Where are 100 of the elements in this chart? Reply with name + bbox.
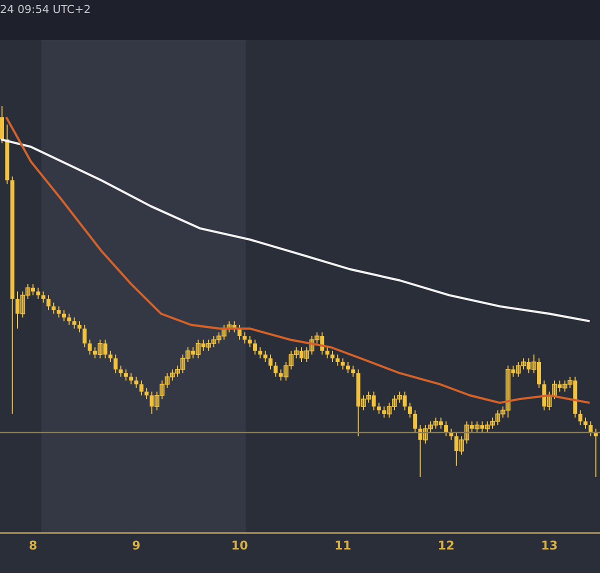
candlestick — [382, 406, 386, 418]
candlestick — [392, 394, 397, 411]
candlestick — [25, 284, 30, 300]
candlestick — [164, 372, 170, 388]
candlestick — [118, 365, 123, 378]
candlestick — [386, 402, 392, 418]
candlestick — [583, 417, 588, 430]
candlestick — [397, 391, 402, 404]
candlestick — [56, 306, 61, 318]
candlestick — [274, 361, 278, 378]
x-tick-label: 10 — [231, 538, 248, 553]
candlestick — [314, 332, 320, 344]
candlestick — [299, 346, 304, 362]
candlestick — [129, 372, 134, 385]
candlestick — [242, 332, 247, 344]
candlestick — [222, 324, 226, 340]
candlestick — [537, 358, 542, 388]
candlestick — [325, 346, 330, 359]
x-tick-label: 13 — [541, 538, 558, 553]
candlestick — [495, 410, 500, 426]
candlestick — [552, 380, 557, 400]
candlestick — [459, 436, 464, 456]
candlestick — [154, 391, 160, 411]
candlestick — [30, 284, 35, 296]
candlestick — [134, 376, 138, 388]
candlestick — [413, 410, 418, 433]
candlestick — [206, 339, 211, 352]
candlestick — [428, 420, 433, 433]
candlestick — [52, 302, 56, 314]
candlestick — [160, 380, 164, 400]
candlestick — [336, 354, 340, 366]
candlestick — [294, 346, 299, 359]
candlestick — [588, 420, 593, 437]
candlestick — [423, 424, 428, 444]
candlestick — [36, 287, 40, 300]
candlestick — [150, 391, 154, 414]
candlestick — [351, 365, 356, 378]
candlestick — [490, 417, 495, 430]
candlestick — [216, 332, 222, 344]
candlestick — [98, 339, 103, 359]
candlestick — [464, 420, 470, 444]
candlestick — [408, 402, 412, 418]
candlestick — [46, 294, 50, 311]
candlestick — [263, 350, 268, 362]
candlestick — [114, 354, 118, 374]
candlestick — [72, 316, 76, 330]
candlestick — [288, 350, 294, 370]
candlestick — [346, 361, 350, 374]
candlestick — [304, 346, 310, 362]
x-tick-label: 8 — [28, 538, 38, 553]
candlestick — [558, 380, 562, 392]
candlestick — [578, 410, 582, 426]
candlestick — [372, 391, 376, 411]
candlestick — [77, 320, 82, 333]
candlestick — [521, 358, 526, 370]
candlestick — [454, 432, 458, 466]
candlestick — [418, 424, 422, 478]
candlestick — [526, 358, 531, 374]
candlestick — [361, 394, 366, 411]
candlestick — [330, 350, 334, 362]
candlestick — [139, 380, 144, 396]
candlestick — [531, 354, 536, 374]
candlestick — [82, 324, 87, 348]
candlestick — [480, 420, 484, 433]
candlestick — [103, 339, 108, 359]
candlestick — [0, 106, 4, 144]
candlestick — [568, 376, 572, 388]
candlestick — [258, 346, 262, 359]
candlestick — [511, 365, 516, 378]
candlestick — [170, 368, 175, 382]
x-tick-label: 9 — [132, 538, 140, 553]
candlestick — [67, 313, 72, 326]
candlestick — [340, 358, 345, 370]
candlestick — [376, 402, 381, 414]
candlestick — [175, 365, 180, 378]
candlestick — [366, 391, 372, 404]
candlestick — [562, 380, 568, 392]
candlestick — [484, 420, 490, 433]
candlestick — [500, 406, 506, 418]
candlestick — [180, 354, 186, 374]
candlestick — [433, 417, 438, 430]
candlestick — [92, 346, 97, 359]
candlestick — [516, 361, 521, 378]
candlestick — [470, 420, 474, 433]
candlestick — [41, 291, 46, 304]
candlestick — [438, 417, 443, 430]
candlestick — [402, 391, 407, 411]
candlestick — [444, 420, 448, 437]
candlestick — [248, 336, 252, 348]
candlestick — [284, 361, 288, 382]
candlestick — [196, 339, 201, 359]
candlestick — [124, 368, 128, 382]
x-tick-label: 12 — [438, 538, 454, 553]
candlestick — [191, 346, 196, 359]
candlestick — [201, 339, 206, 352]
candlestick — [144, 387, 149, 400]
candlestick — [474, 420, 480, 433]
candlestick — [542, 380, 546, 411]
candlestick — [186, 346, 190, 362]
candlestick — [62, 310, 66, 322]
